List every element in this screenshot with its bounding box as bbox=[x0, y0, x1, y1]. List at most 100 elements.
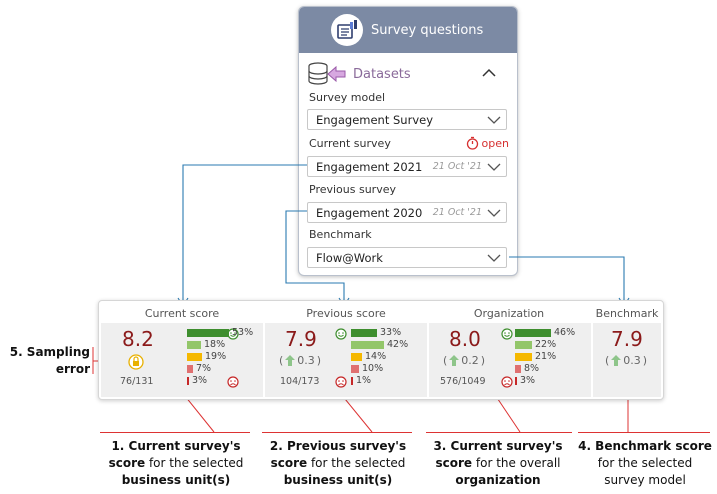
distribution-pct: 22% bbox=[535, 339, 557, 350]
current-survey-date: 21 Oct '21 bbox=[432, 161, 482, 172]
previous-survey-label: Previous survey bbox=[309, 183, 396, 196]
current-survey-select[interactable]: Engagement 2021 21 Oct '21 bbox=[307, 156, 507, 177]
benchmark-value: Flow@Work bbox=[316, 250, 383, 265]
chevron-down-icon bbox=[487, 254, 501, 262]
score-card: Current score 8.2 53% 18% 19% 7% 3% 76/131 P… bbox=[98, 300, 664, 400]
note-separator bbox=[100, 432, 250, 433]
benchmark-score-value: 7.9 bbox=[611, 327, 643, 351]
note4-line3: survey model bbox=[604, 473, 686, 487]
chevron-down-icon bbox=[487, 163, 501, 171]
distribution-pct: 53% bbox=[232, 327, 254, 338]
distribution-bar bbox=[351, 329, 377, 337]
benchmark-label: Benchmark bbox=[309, 228, 372, 241]
panel-title: Survey questions bbox=[371, 22, 484, 38]
note2-bold: score bbox=[270, 456, 308, 470]
distribution-pct: 46% bbox=[554, 327, 576, 338]
note-previous-score: 2. Previous survey's score for the selec… bbox=[258, 438, 418, 489]
distribution-bar bbox=[351, 365, 359, 373]
survey-questions-icon bbox=[331, 14, 363, 46]
note1-line3: business unit(s) bbox=[121, 473, 231, 487]
note1-line1: 1. Current survey's bbox=[111, 439, 241, 453]
distribution-pct: 10% bbox=[362, 363, 384, 374]
current-score-title: Current score bbox=[144, 307, 220, 320]
sampling-error-icon[interactable] bbox=[128, 354, 144, 370]
distribution-bar bbox=[187, 365, 193, 373]
note1-rest: for the selected bbox=[145, 456, 244, 470]
current-survey-value: Engagement 2021 bbox=[316, 159, 423, 174]
survey-model-value: Engagement Survey bbox=[316, 112, 434, 127]
previous-score-delta: ( 0.3 ) bbox=[279, 354, 322, 367]
arrow-up-icon bbox=[449, 355, 460, 366]
benchmark-score-panel[interactable]: 7.9 ( 0.3 ) bbox=[593, 323, 661, 397]
previous-survey-date: 21 Oct '21 bbox=[432, 207, 482, 218]
smiley-sad-icon bbox=[227, 376, 239, 388]
distribution-pct: 19% bbox=[205, 351, 227, 362]
note3-line1: 3. Current survey's bbox=[433, 439, 563, 453]
note-current-score: 1. Current survey's score for the select… bbox=[96, 438, 256, 489]
distribution-bar bbox=[187, 329, 229, 337]
smiley-sad-icon bbox=[501, 376, 513, 388]
smiley-happy-icon bbox=[335, 328, 347, 340]
open-status-text: open bbox=[481, 136, 509, 150]
previous-score-title: Previous score bbox=[306, 307, 386, 320]
note3-line3: organization bbox=[455, 473, 541, 487]
current-response-count: 76/131 bbox=[120, 376, 154, 387]
organization-title: Organization bbox=[473, 307, 545, 320]
survey-model-select[interactable]: Engagement Survey bbox=[307, 109, 507, 130]
datasets-toggle[interactable]: Datasets bbox=[307, 61, 507, 87]
note1-bold: score bbox=[108, 456, 146, 470]
note2-rest: for the selected bbox=[307, 456, 406, 470]
note-sampling-line1: 5. Sampling bbox=[9, 345, 90, 359]
distribution-pct: 18% bbox=[204, 339, 226, 350]
survey-panel: Survey questions Datasets Survey model E… bbox=[298, 6, 518, 276]
previous-survey-select[interactable]: Engagement 2020 21 Oct '21 bbox=[307, 202, 507, 223]
distribution-bar bbox=[187, 353, 202, 361]
previous-survey-value: Engagement 2020 bbox=[316, 205, 423, 220]
note4-line2: for the selected bbox=[597, 456, 693, 470]
distribution-pct: 21% bbox=[535, 351, 557, 362]
organization-response-count: 576/1049 bbox=[440, 376, 486, 387]
benchmark-select[interactable]: Flow@Work bbox=[307, 247, 507, 268]
database-icon bbox=[308, 62, 346, 85]
note-separator bbox=[578, 432, 710, 433]
distribution-bar bbox=[351, 341, 384, 349]
distribution-pct: 3% bbox=[192, 375, 208, 386]
note3-bold: score bbox=[435, 456, 473, 470]
distribution-pct: 3% bbox=[520, 375, 536, 386]
distribution-bar bbox=[515, 329, 551, 337]
chevron-up-icon[interactable] bbox=[481, 67, 497, 79]
smiley-happy-icon bbox=[501, 328, 513, 340]
note-benchmark-score: 4. Benchmark score for the selected surv… bbox=[576, 438, 714, 489]
distribution-bar bbox=[187, 341, 201, 349]
distribution-pct: 8% bbox=[524, 363, 540, 374]
benchmark-delta-value: 0.3 bbox=[623, 354, 641, 367]
previous-score-panel[interactable]: 7.9 ( 0.3 ) 33% 42% 14% 10% 1% 104/173 bbox=[265, 323, 427, 397]
stopwatch-icon bbox=[466, 136, 478, 150]
distribution-pct: 7% bbox=[196, 363, 212, 374]
benchmark-score-delta: ( 0.3 ) bbox=[605, 354, 648, 367]
benchmark-title: Benchmark bbox=[595, 307, 659, 320]
previous-response-count: 104/173 bbox=[280, 376, 320, 387]
survey-model-label: Survey model bbox=[309, 91, 386, 104]
chevron-down-icon bbox=[487, 116, 501, 124]
organization-delta-value: 0.2 bbox=[461, 354, 479, 367]
distribution-bar bbox=[515, 341, 532, 349]
distribution-bar bbox=[515, 377, 517, 385]
distribution-bar bbox=[515, 365, 521, 373]
distribution-bar bbox=[515, 353, 532, 361]
distribution-bar bbox=[351, 353, 362, 361]
current-score-panel[interactable]: 8.2 53% 18% 19% 7% 3% 76/131 bbox=[101, 323, 263, 397]
distribution-pct: 33% bbox=[380, 327, 402, 338]
note-sampling-error: 5. Sampling error bbox=[8, 344, 90, 378]
previous-delta-value: 0.3 bbox=[297, 354, 315, 367]
arrow-up-icon bbox=[285, 355, 296, 366]
smiley-sad-icon bbox=[335, 376, 347, 388]
previous-score-value: 7.9 bbox=[285, 327, 317, 351]
arrow-up-icon bbox=[611, 355, 622, 366]
note-separator bbox=[262, 432, 412, 433]
note-sampling-line2: error bbox=[55, 362, 90, 376]
note3-rest: for the overall bbox=[472, 456, 561, 470]
organization-score-panel[interactable]: 8.0 ( 0.2 ) 46% 22% 21% 8% 3% 576/1049 bbox=[429, 323, 591, 397]
distribution-pct: 42% bbox=[387, 339, 409, 350]
